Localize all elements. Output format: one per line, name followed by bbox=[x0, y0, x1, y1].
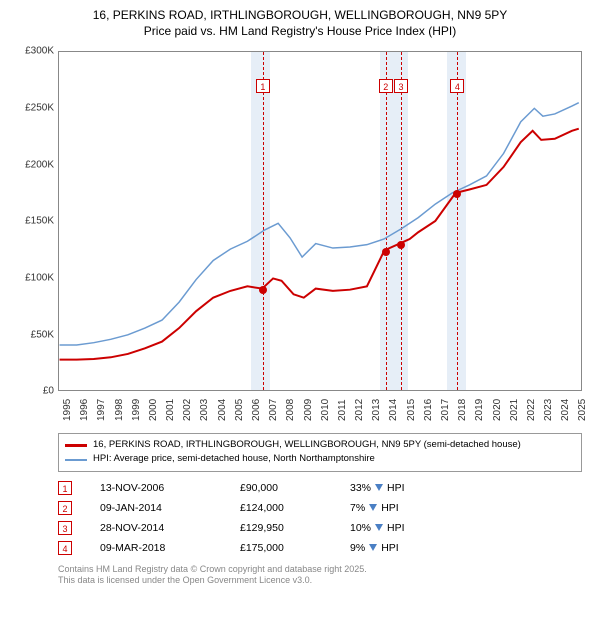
x-tick-label: 2004 bbox=[217, 399, 228, 421]
event-flag-number: 1 bbox=[58, 481, 72, 495]
plot-region: 1 23 4 bbox=[58, 51, 582, 391]
y-tick-label: £300K bbox=[10, 46, 54, 57]
x-tick-label: 2003 bbox=[199, 399, 210, 421]
y-tick-label: £0 bbox=[10, 386, 54, 397]
flag-label: 3 bbox=[394, 79, 408, 93]
x-tick-label: 2009 bbox=[303, 399, 314, 421]
y-tick-label: £50K bbox=[10, 329, 54, 340]
event-date: 28-NOV-2014 bbox=[100, 522, 240, 534]
chart-area: 1 23 4 £0 £50K £100K £150K £200K £250K £300K 1995… bbox=[10, 45, 590, 425]
x-tick-label: 2011 bbox=[337, 400, 348, 422]
x-tick-label: 2015 bbox=[406, 399, 417, 421]
event-diff-pct: 9% bbox=[350, 542, 365, 554]
event-price: £129,950 bbox=[240, 522, 350, 534]
legend-label: HPI: Average price, semi-detached house,… bbox=[93, 452, 375, 466]
footer-line-1: Contains HM Land Registry data © Crown c… bbox=[58, 564, 582, 576]
x-tick-label: 2013 bbox=[371, 399, 382, 421]
x-tick-label: 2021 bbox=[509, 399, 520, 421]
x-tick-label: 2001 bbox=[165, 399, 176, 421]
y-tick-label: £250K bbox=[10, 102, 54, 113]
x-tick-label: 2022 bbox=[526, 399, 537, 421]
x-tick-label: 2023 bbox=[543, 399, 554, 421]
x-tick-label: 1996 bbox=[79, 399, 90, 421]
event-price: £175,000 bbox=[240, 542, 350, 554]
arrow-down-icon bbox=[375, 484, 383, 491]
x-tick-label: 2020 bbox=[492, 399, 503, 421]
event-diff-suffix: HPI bbox=[387, 522, 405, 534]
x-tick-label: 2012 bbox=[354, 399, 365, 421]
event-price: £124,000 bbox=[240, 502, 350, 514]
arrow-down-icon bbox=[369, 504, 377, 511]
title-line-2: Price paid vs. HM Land Registry's House … bbox=[10, 24, 590, 40]
event-date: 13-NOV-2006 bbox=[100, 482, 240, 494]
event-diff: 7% HPI bbox=[350, 502, 399, 514]
flag-label: 4 bbox=[450, 79, 464, 93]
event-diff-pct: 7% bbox=[350, 502, 365, 514]
event-flag-number: 3 bbox=[58, 521, 72, 535]
legend-swatch bbox=[65, 459, 87, 461]
legend-item: HPI: Average price, semi-detached house,… bbox=[65, 452, 575, 466]
event-diff: 10% HPI bbox=[350, 522, 405, 534]
event-date: 09-MAR-2018 bbox=[100, 542, 240, 554]
x-tick-label: 2006 bbox=[251, 399, 262, 421]
event-diff-suffix: HPI bbox=[381, 542, 399, 554]
event-flag-number: 4 bbox=[58, 541, 72, 555]
price-marker bbox=[453, 190, 461, 198]
y-tick-label: £150K bbox=[10, 216, 54, 227]
line-layer bbox=[59, 52, 581, 390]
event-diff-pct: 33% bbox=[350, 482, 371, 494]
y-tick-label: £200K bbox=[10, 159, 54, 170]
legend: 16, PERKINS ROAD, IRTHLINGBOROUGH, WELLI… bbox=[58, 433, 582, 472]
series-blue bbox=[60, 103, 579, 345]
x-tick-label: 1995 bbox=[62, 399, 73, 421]
x-tick-label: 1998 bbox=[114, 399, 125, 421]
legend-label: 16, PERKINS ROAD, IRTHLINGBOROUGH, WELLI… bbox=[93, 438, 521, 452]
x-tick-label: 2014 bbox=[388, 399, 399, 421]
y-tick-label: £100K bbox=[10, 272, 54, 283]
x-tick-label: 2016 bbox=[423, 399, 434, 421]
x-tick-label: 1997 bbox=[96, 399, 107, 421]
event-diff: 9% HPI bbox=[350, 542, 399, 554]
event-row: 2 09-JAN-2014£124,0007% HPI bbox=[58, 498, 582, 518]
x-tick-label: 2017 bbox=[440, 399, 451, 421]
x-tick-label: 2010 bbox=[320, 399, 331, 421]
event-row: 3 28-NOV-2014£129,95010% HPI bbox=[58, 518, 582, 538]
arrow-down-icon bbox=[369, 544, 377, 551]
x-tick-label: 2025 bbox=[577, 399, 588, 421]
legend-item: 16, PERKINS ROAD, IRTHLINGBOROUGH, WELLI… bbox=[65, 438, 575, 452]
x-tick-label: 2024 bbox=[560, 399, 571, 421]
price-marker bbox=[259, 286, 267, 294]
event-price: £90,000 bbox=[240, 482, 350, 494]
x-tick-label: 2007 bbox=[268, 399, 279, 421]
x-tick-label: 2000 bbox=[148, 399, 159, 421]
flag-label: 1 bbox=[256, 79, 270, 93]
x-tick-label: 2005 bbox=[234, 399, 245, 421]
event-flag-number: 2 bbox=[58, 501, 72, 515]
x-tick-label: 2008 bbox=[285, 399, 296, 421]
legend-swatch bbox=[65, 444, 87, 447]
event-date: 09-JAN-2014 bbox=[100, 502, 240, 514]
footer: Contains HM Land Registry data © Crown c… bbox=[58, 564, 582, 587]
x-tick-label: 1999 bbox=[131, 399, 142, 421]
flag-label: 2 bbox=[379, 79, 393, 93]
title-line-1: 16, PERKINS ROAD, IRTHLINGBOROUGH, WELLI… bbox=[10, 8, 590, 24]
price-marker bbox=[382, 248, 390, 256]
event-row: 1 13-NOV-2006£90,00033% HPI bbox=[58, 478, 582, 498]
event-row: 4 09-MAR-2018£175,0009% HPI bbox=[58, 538, 582, 558]
event-diff: 33% HPI bbox=[350, 482, 405, 494]
x-tick-label: 2019 bbox=[474, 399, 485, 421]
event-table: 1 13-NOV-2006£90,00033% HPI 2 09-JAN-2014£12… bbox=[58, 478, 582, 558]
event-diff-suffix: HPI bbox=[381, 502, 399, 514]
chart-title: 16, PERKINS ROAD, IRTHLINGBOROUGH, WELLI… bbox=[10, 8, 590, 39]
x-tick-label: 2018 bbox=[457, 399, 468, 421]
x-tick-label: 2002 bbox=[182, 399, 193, 421]
arrow-down-icon bbox=[375, 524, 383, 531]
price-marker bbox=[397, 241, 405, 249]
event-diff-suffix: HPI bbox=[387, 482, 405, 494]
event-diff-pct: 10% bbox=[350, 522, 371, 534]
footer-line-2: This data is licensed under the Open Gov… bbox=[58, 575, 582, 587]
